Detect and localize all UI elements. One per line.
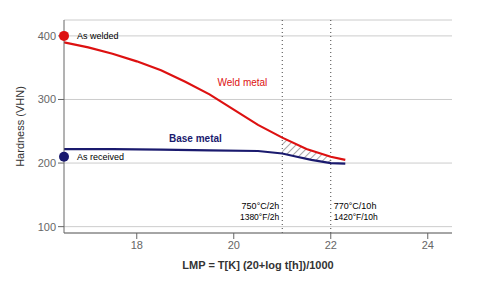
svg-text:100: 100 bbox=[38, 221, 56, 233]
svg-text:Weld metal: Weld metal bbox=[218, 77, 268, 88]
svg-text:300: 300 bbox=[38, 93, 56, 105]
svg-text:1380°F/2h: 1380°F/2h bbox=[240, 212, 280, 222]
svg-text:400: 400 bbox=[38, 30, 56, 42]
svg-text:200: 200 bbox=[38, 157, 56, 169]
svg-text:As welded: As welded bbox=[77, 31, 119, 41]
svg-text:Hardness (VHN): Hardness (VHN) bbox=[14, 86, 26, 167]
svg-text:750°C/2h: 750°C/2h bbox=[242, 201, 280, 211]
svg-text:22: 22 bbox=[325, 239, 337, 251]
svg-text:770°C/10h: 770°C/10h bbox=[334, 201, 377, 211]
svg-text:Base metal: Base metal bbox=[169, 133, 222, 144]
svg-text:18: 18 bbox=[131, 239, 143, 251]
svg-text:As received: As received bbox=[77, 152, 124, 162]
svg-text:24: 24 bbox=[422, 239, 434, 251]
svg-text:20: 20 bbox=[228, 239, 240, 251]
svg-text:1420°F/10h: 1420°F/10h bbox=[334, 212, 378, 222]
svg-text:LMP = T[K] (20+log t[h])/1000: LMP = T[K] (20+log t[h])/1000 bbox=[182, 259, 333, 271]
